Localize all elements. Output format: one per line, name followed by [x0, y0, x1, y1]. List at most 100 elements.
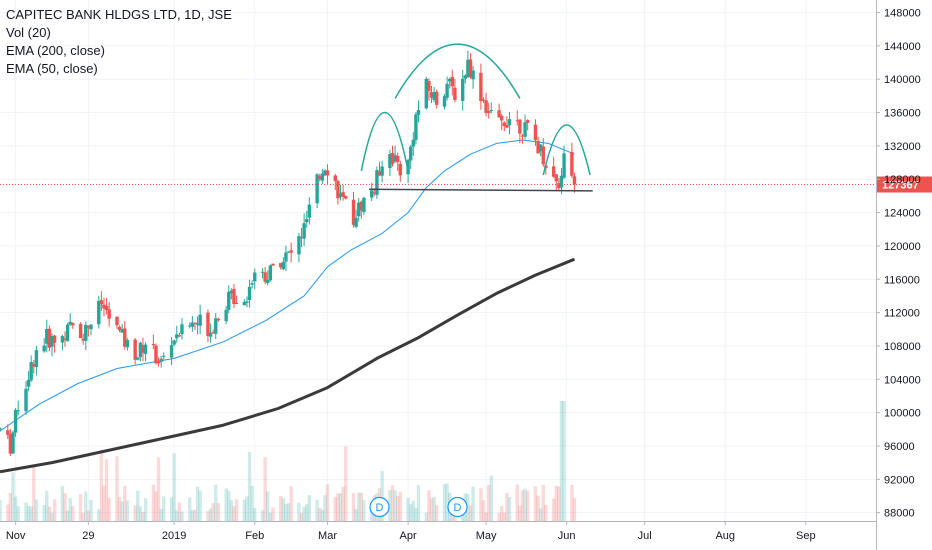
candle-body	[154, 345, 158, 364]
candle-body	[102, 304, 106, 309]
volume-bar	[193, 510, 197, 521]
legend-ema50[interactable]: EMA (50, close)	[6, 61, 98, 76]
candle-body	[536, 140, 540, 154]
volume-bar	[11, 472, 15, 521]
volume-bar	[299, 512, 304, 521]
volume-bar	[507, 496, 512, 521]
left-shoulder-arc[interactable]	[360, 111, 409, 172]
candle-body	[572, 176, 577, 185]
candle-body	[11, 432, 15, 454]
y-tick-label: 144000	[884, 41, 921, 53]
candle-body	[302, 223, 306, 239]
candle-body	[99, 300, 104, 305]
candle-body	[13, 409, 18, 433]
volume-bar	[416, 485, 421, 521]
candle-body	[393, 155, 397, 162]
volume-bar	[247, 452, 252, 521]
volume-bar	[525, 490, 530, 521]
volume-bar	[177, 502, 182, 521]
right-shoulder-arc[interactable]	[542, 124, 591, 176]
volume-bar	[354, 509, 358, 521]
candle-body	[559, 175, 564, 188]
candle-body	[370, 190, 374, 198]
volume-bar	[188, 497, 192, 521]
volume-bar	[133, 505, 137, 521]
candle-body	[336, 181, 340, 199]
volume-bar	[156, 457, 161, 521]
legend-symbol[interactable]: CAPITEC BANK HLDGS LTD, 1D, JSE	[6, 7, 232, 22]
candle-body	[507, 119, 512, 126]
candle-body	[333, 175, 338, 181]
volume-bar	[81, 512, 85, 521]
candle-body	[466, 59, 470, 78]
volume-bar	[538, 508, 543, 521]
volume-bar	[102, 485, 106, 521]
x-tick-label: Sep	[796, 530, 816, 542]
volume-bar	[60, 486, 65, 521]
volume-bar	[502, 512, 506, 521]
candle-body	[362, 197, 366, 212]
dividend-marker[interactable]	[447, 496, 468, 518]
candle-body	[151, 343, 156, 346]
legend-ema200[interactable]: EMA (200, close)	[6, 43, 105, 58]
y-tick-label: 92000	[884, 474, 915, 486]
volume-bar	[52, 499, 57, 521]
candle-body	[16, 410, 20, 412]
candlesticks	[0, 50, 577, 457]
candle-body	[65, 324, 70, 342]
volume-bar	[260, 510, 265, 521]
volume-bar	[138, 506, 143, 521]
volume-bar	[0, 499, 2, 521]
x-tick-label: Jul	[638, 530, 652, 542]
volume-bar	[497, 512, 501, 521]
candle-body	[551, 166, 556, 177]
volume-bar	[123, 485, 127, 521]
candle-body	[245, 301, 249, 303]
candle-body	[489, 110, 493, 112]
candle-body	[484, 100, 488, 113]
candle-body	[206, 312, 210, 337]
volume-bar	[71, 506, 75, 521]
volume-bar	[120, 501, 124, 521]
candle-body	[286, 251, 291, 253]
volume-bar	[136, 490, 140, 521]
candle-body	[250, 283, 254, 285]
candle-body	[447, 78, 452, 82]
volume-bar	[427, 490, 431, 521]
volume-bar	[86, 510, 91, 521]
volume-bar	[8, 492, 13, 521]
x-axis: Nov 29 2019 Feb Mar Apr May Jun Jul Aug Sep	[0, 521, 876, 542]
candle-body	[159, 358, 163, 362]
dividend-marker[interactable]	[369, 496, 390, 518]
volume-bar	[359, 492, 364, 521]
volume-bar	[271, 507, 275, 521]
volume-bar	[180, 511, 184, 521]
volume-bar	[466, 494, 470, 521]
volume-bar	[141, 512, 145, 521]
ema50-line	[0, 139, 575, 432]
legend-volume[interactable]: Vol (20)	[6, 25, 51, 40]
candle-body	[208, 332, 213, 337]
candle-body	[380, 166, 384, 176]
volume-bar	[289, 486, 293, 521]
neckline[interactable]	[369, 188, 593, 192]
candle-body	[172, 340, 176, 345]
candle-body	[263, 272, 267, 282]
dividend-marker-label: D	[454, 502, 462, 514]
head-arc[interactable]	[394, 43, 521, 99]
volume-bar	[557, 486, 561, 521]
x-tick-label: 2019	[162, 530, 186, 542]
candle-body	[299, 237, 304, 239]
volume-bar	[486, 484, 491, 521]
volume-bar	[333, 497, 338, 521]
volume-bar	[234, 499, 239, 521]
candle-body	[375, 170, 379, 195]
candle-body	[89, 324, 93, 330]
volume-bar	[115, 456, 119, 521]
volume-bar	[224, 488, 228, 521]
candle-body	[193, 322, 197, 324]
candle-body	[34, 350, 39, 368]
candle-body	[424, 78, 429, 109]
volume-bar	[214, 484, 218, 521]
